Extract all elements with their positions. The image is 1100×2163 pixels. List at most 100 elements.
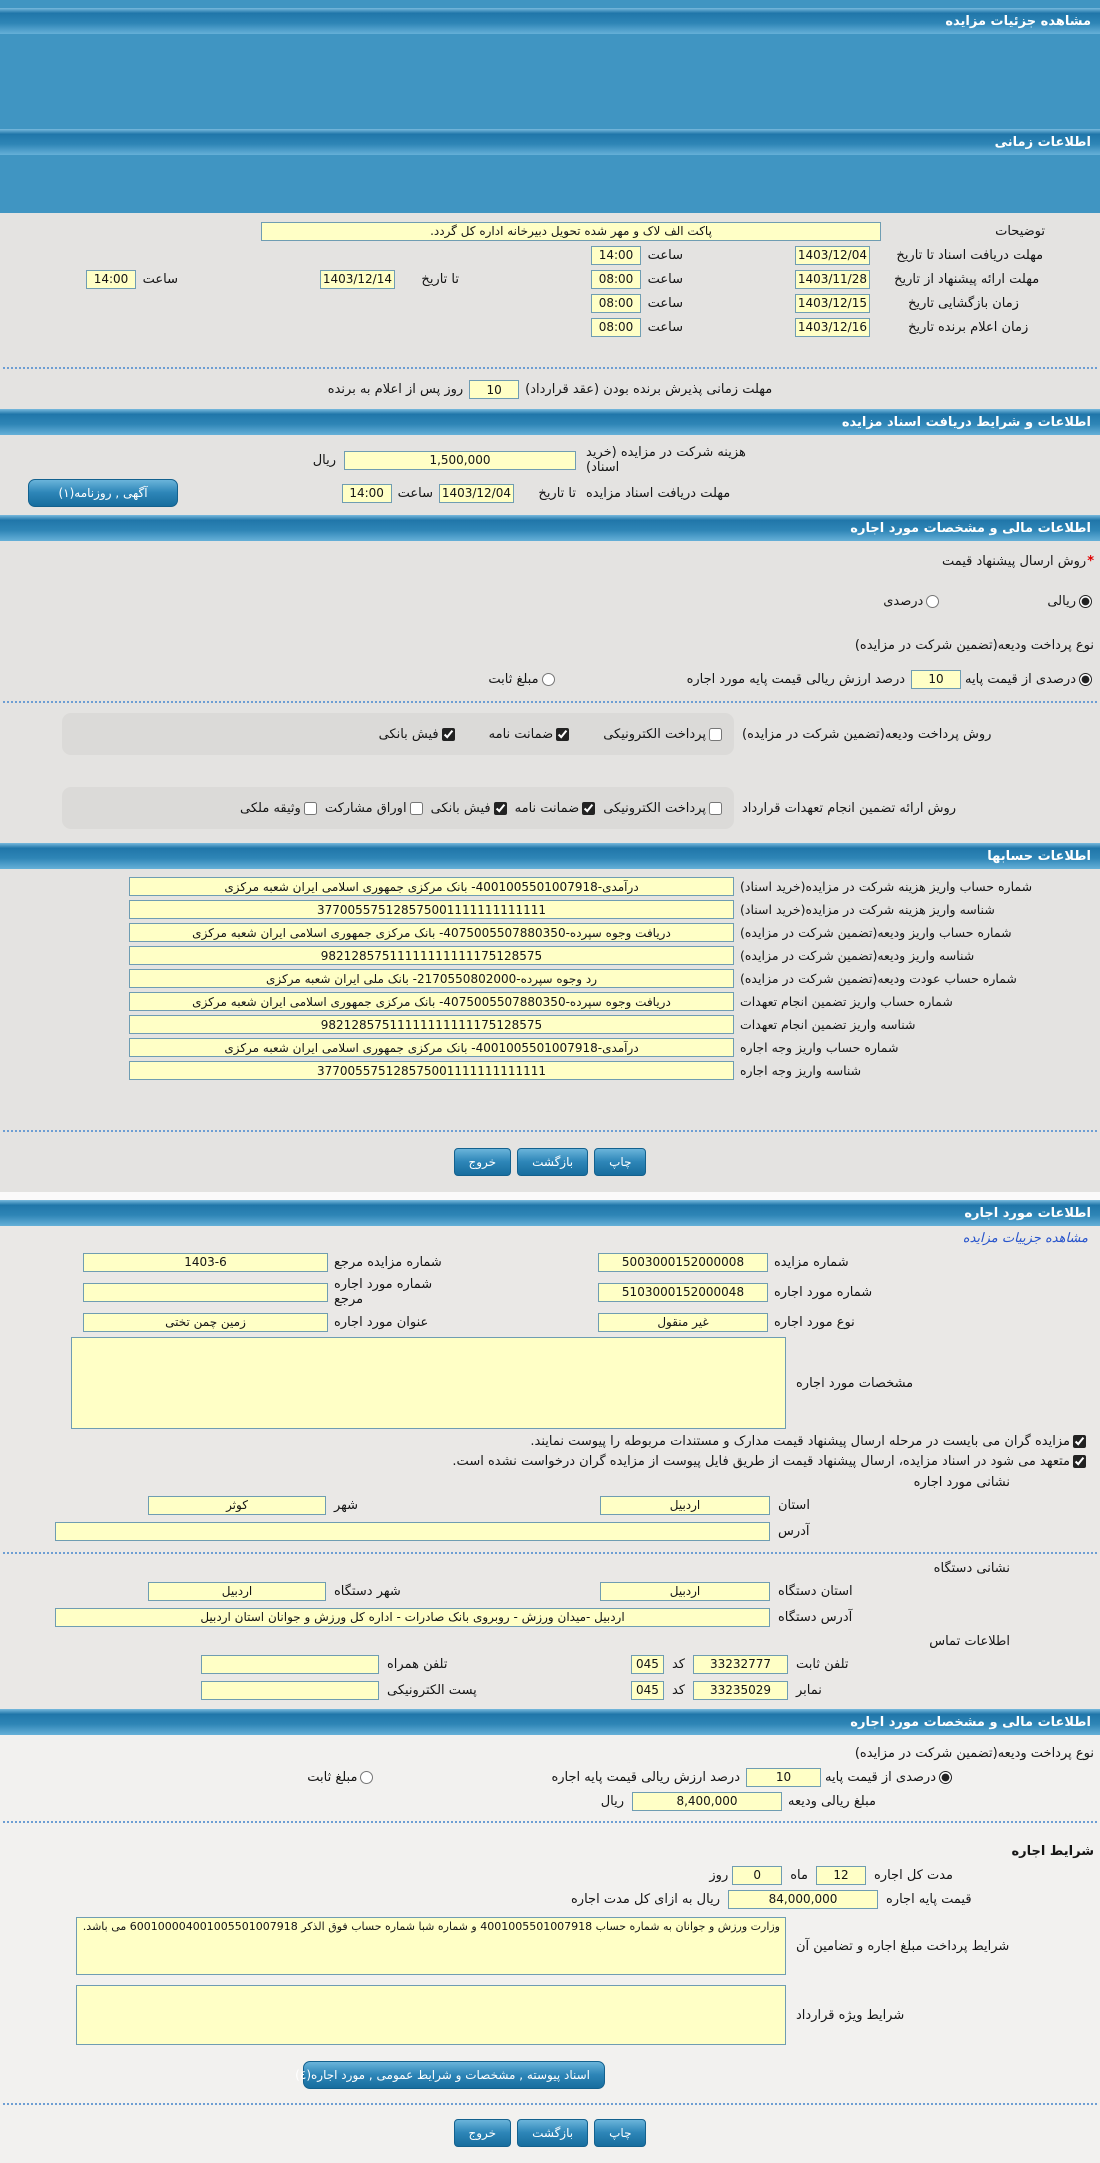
percent-of-base-radio[interactable] [1079,672,1092,686]
province-input[interactable] [600,1495,770,1515]
view-auction-details-link[interactable]: مشاهده جزییات مزایده [962,1231,1088,1246]
guarantee-letter-option[interactable]: ضمانت نامه [515,801,596,816]
attachments-button[interactable]: اسناد پیوسته , مشخصات و شرایط عمومی , مو… [295,2061,605,2089]
guarantee-bank-slip-option[interactable]: فیش بانکی [431,801,507,816]
offer-to-time-input[interactable] [86,269,136,289]
winner-time-input[interactable] [591,317,641,337]
note1-checkbox[interactable] [1073,1434,1086,1448]
fee-account-input[interactable] [129,877,734,896]
description-input[interactable] [261,221,881,241]
auction-number-input[interactable] [598,1252,768,1272]
duration-months-input[interactable] [816,1865,866,1885]
rial-radio[interactable] [1079,594,1092,608]
fee-label: هزینه شرکت در مزایده (خرید اسناد) [586,445,746,475]
percent-radio[interactable] [926,594,940,608]
print-button[interactable]: چاپ [594,1148,647,1176]
phone-input[interactable] [693,1654,788,1674]
phone-code-input[interactable] [630,1654,664,1674]
time-section: توضیحات مهلت دریافت اسناد تا تاریخ ساعت … [0,213,1100,409]
note2-checkbox[interactable] [1073,1454,1086,1468]
pay-guarantee-letter-checkbox[interactable] [556,727,570,741]
back-button[interactable]: بازگشت [517,2119,589,2147]
pay-bank-slip-option[interactable]: فیش بانکی [379,727,455,742]
pay-electronic-option[interactable]: پرداخت الکترونیکی [603,727,722,742]
fee-input[interactable] [344,450,576,470]
fax-code-input[interactable] [630,1680,664,1700]
item-ref-input[interactable] [83,1282,328,1302]
org-address-input[interactable] [55,1607,770,1627]
auction-ref-input[interactable] [83,1252,328,1272]
guarantee-electronic-option[interactable]: پرداخت الکترونیکی [603,801,722,816]
fax-row: نمابر کد پست الکترونیکی [0,1677,1100,1703]
payment-terms-textarea[interactable]: وزارت ورزش و جوانان به شماره حساب 400100… [76,1917,786,1975]
guarantee-property-checkbox[interactable] [303,801,317,815]
doc-receive-time-input[interactable] [341,483,392,503]
pay-electronic-checkbox[interactable] [709,727,722,741]
percent-of-base2-radio[interactable] [939,1770,952,1784]
opening-time-input[interactable] [591,293,641,313]
opening-date-input[interactable] [795,293,870,313]
deposit-percent2-input[interactable] [746,1767,822,1787]
guarantee-bonds-checkbox[interactable] [409,801,423,815]
guarantee-property-option[interactable]: وثیقه ملکی [240,801,317,816]
item-title-input[interactable] [83,1312,328,1332]
mobile-input[interactable] [200,1654,379,1674]
doc-receive-date-input[interactable] [439,483,514,503]
duration-days-input[interactable] [732,1865,783,1885]
send-method-label: روش ارسال پیشنهاد قیمت [941,553,1087,569]
print-button[interactable]: چاپ [594,2119,647,2147]
email-input[interactable] [200,1680,379,1700]
fixed-amount-radio[interactable] [541,672,555,686]
org-province-input[interactable] [600,1581,770,1601]
exit-button[interactable]: خروج [453,1148,512,1176]
deposit-amount-input[interactable] [632,1791,782,1811]
pay-guarantee-letter-label: ضمانت نامه [488,726,554,742]
city-input[interactable] [148,1495,326,1515]
offer-from-time-input[interactable] [591,269,641,289]
obligation-account-input[interactable] [129,992,734,1011]
send-method-label-row: * روش ارسال پیشنهاد قیمت [0,549,1100,573]
base-price-input[interactable] [728,1889,878,1909]
deposit-account-input[interactable] [129,923,734,942]
doc-deadline-time-input[interactable] [591,245,641,265]
item-number-row: شماره مورد اجاره شماره مورد اجاره مرجع [0,1275,1100,1309]
percent-radio-option[interactable]: درصدی [883,594,940,609]
address-input[interactable] [55,1521,770,1541]
fixed-amount-option[interactable]: مبلغ ثابت [488,672,555,687]
guarantee-bonds-option[interactable]: اوراق مشارکت [325,801,423,816]
offer-from-date-input[interactable] [795,269,870,289]
item-specs-textarea[interactable] [71,1337,786,1429]
refund-account-input[interactable] [129,969,734,988]
separator [3,1552,1097,1554]
rent-id-input[interactable] [129,1061,734,1080]
fixed-amount2-radio[interactable] [360,1770,374,1784]
org-city-input[interactable] [148,1581,326,1601]
pay-guarantee-letter-option[interactable]: ضمانت نامه [489,727,570,742]
rent-account-input[interactable] [129,1038,734,1057]
special-terms-textarea[interactable] [76,1985,786,2045]
deposit-percent-input[interactable] [911,669,962,689]
fee-deposit-id-input[interactable] [129,900,734,919]
deposit-id-input[interactable] [129,946,734,965]
percent-of-base2-option[interactable]: درصدی از قیمت پایه [825,1770,952,1785]
fax-input[interactable] [693,1680,788,1700]
rial-radio-option[interactable]: ریالی [1047,594,1092,609]
back-button[interactable]: بازگشت [517,1148,589,1176]
pay-bank-slip-checkbox[interactable] [441,727,455,741]
exit-button[interactable]: خروج [453,2119,512,2147]
guarantee-letter-checkbox[interactable] [582,801,596,815]
item-number-input[interactable] [598,1282,768,1302]
guarantee-electronic-checkbox[interactable] [709,801,722,815]
accept-days-input[interactable] [469,380,520,399]
offer-to-date-input[interactable] [320,269,395,289]
winner-announce-label: زمان اعلام برنده [938,319,1029,335]
doc-deadline-date-input[interactable] [795,245,870,265]
winner-date-input[interactable] [795,317,870,337]
percent-of-base-option[interactable]: درصدی از قیمت پایه [965,672,1092,687]
item-type-input[interactable] [598,1312,768,1332]
fixed-amount2-option[interactable]: مبلغ ثابت [307,1770,374,1785]
obligation-id-input[interactable] [129,1015,734,1034]
guarantee-bank-slip-checkbox[interactable] [493,801,507,815]
guarantee-method-label: روش ارائه تضمین انجام تعهدات قرارداد [742,800,957,816]
newspaper-ad-button[interactable]: آگهی , روزنامه(١) [28,479,178,507]
